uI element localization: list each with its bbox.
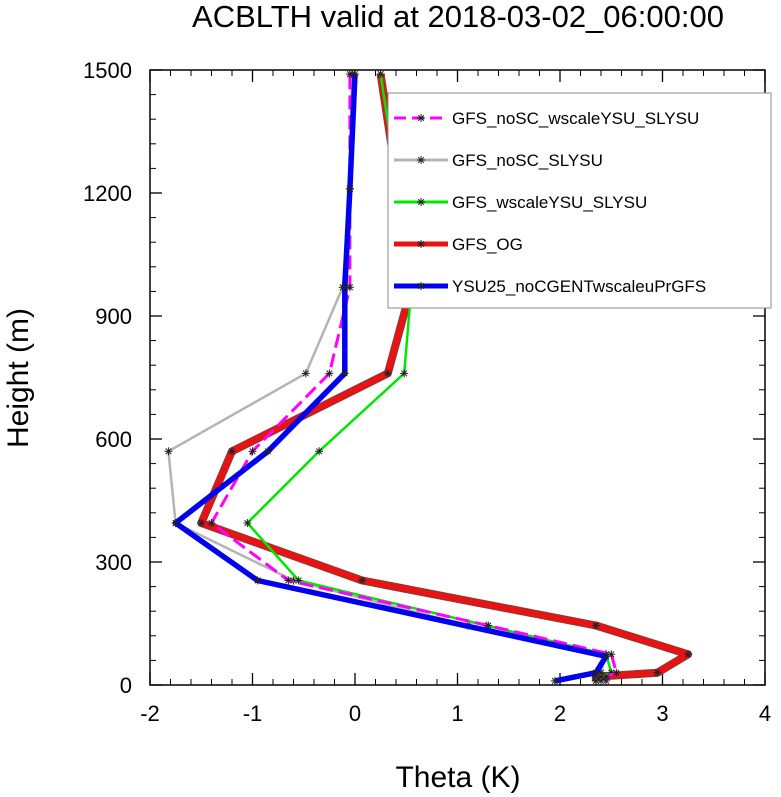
data-point-marker xyxy=(597,672,605,681)
y-tick-label: 0 xyxy=(120,673,132,698)
series-gfs-nosc-wscaleysu-slysu xyxy=(207,70,621,685)
data-point-marker xyxy=(351,70,359,79)
x-axis-label: Theta (K) xyxy=(395,761,520,794)
data-point-marker xyxy=(612,668,621,677)
y-tick-label: 1500 xyxy=(83,58,132,83)
legend-label: YSU25_noCGENTwscaleuPrGFS xyxy=(452,277,706,296)
x-tick-label: 0 xyxy=(349,701,361,726)
y-tick-label: 600 xyxy=(95,427,132,452)
legend-item: GFS_wscaleYSU_SLYSU xyxy=(394,193,647,212)
data-point-marker xyxy=(400,369,409,378)
x-tick-label: 2 xyxy=(554,701,566,726)
y-tick-label: 300 xyxy=(95,550,132,575)
x-tick-label: -2 xyxy=(140,701,160,726)
data-point-marker xyxy=(484,621,493,630)
legend-label: GFS_noSC_wscaleYSU_SLYSU xyxy=(452,109,699,128)
data-point-marker xyxy=(263,447,272,456)
data-point-marker xyxy=(284,576,293,585)
series-ysu25-nocgentwscaleuprgfs xyxy=(171,70,611,685)
y-tick-label: 900 xyxy=(95,304,132,329)
data-point-marker xyxy=(171,519,180,528)
data-point-marker xyxy=(602,672,611,681)
data-point-marker xyxy=(376,70,385,79)
data-point-marker xyxy=(345,184,354,193)
y-tick-label: 1200 xyxy=(83,181,132,206)
data-point-marker xyxy=(684,650,693,659)
legend-item: GFS_noSC_SLYSU xyxy=(394,151,603,170)
legend-label: GFS_wscaleYSU_SLYSU xyxy=(452,193,647,212)
data-point-marker xyxy=(315,447,324,456)
legend-item: GFS_OG xyxy=(394,235,523,254)
data-point-marker xyxy=(228,447,236,456)
data-point-marker xyxy=(591,668,600,677)
legend-item: YSU25_noCGENTwscaleuPrGFS xyxy=(394,277,706,296)
legend-label: GFS_OG xyxy=(452,235,523,254)
legend-label: GFS_noSC_SLYSU xyxy=(452,151,603,170)
x-tick-label: 3 xyxy=(656,701,668,726)
plot-frame xyxy=(149,69,766,686)
data-point-marker xyxy=(325,369,334,378)
series-line xyxy=(210,74,618,681)
x-tick-label: 4 xyxy=(759,701,771,726)
data-point-marker xyxy=(248,447,257,456)
data-point-marker xyxy=(164,447,173,456)
data-point-marker xyxy=(301,369,310,378)
data-point-marker xyxy=(340,283,349,292)
legend-item: GFS_noSC_wscaleYSU_SLYSU xyxy=(394,109,699,128)
series-line xyxy=(172,73,609,684)
data-point-marker xyxy=(253,576,262,585)
data-point-marker xyxy=(358,576,367,585)
data-point-marker xyxy=(602,652,611,661)
data-point-marker xyxy=(207,519,216,528)
legend: GFS_noSC_wscaleYSU_SLYSU GFS_noSC_SLYSU GF… xyxy=(387,92,772,309)
data-point-marker xyxy=(550,676,559,685)
data-point-marker xyxy=(340,369,349,378)
x-tick-label: -1 xyxy=(243,701,263,726)
legend-box xyxy=(387,92,772,309)
data-point-marker xyxy=(653,668,662,677)
x-tick-label: 1 xyxy=(451,701,463,726)
y-axis-label: Height (m) xyxy=(2,308,35,448)
data-point-marker xyxy=(197,519,206,528)
chart-title: ACBLTH valid at 2018-03-02_06:00:00 xyxy=(192,0,724,34)
data-point-marker xyxy=(591,621,600,630)
data-point-marker xyxy=(383,369,392,378)
data-point-marker xyxy=(243,519,252,528)
